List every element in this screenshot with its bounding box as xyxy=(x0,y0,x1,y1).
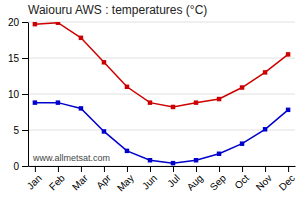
x-tick-label: Dec xyxy=(277,172,297,192)
y-tick: 15 xyxy=(8,53,28,64)
x-axis: JanFebMarAprMayJun JulAugSepOctNovDec xyxy=(25,166,297,194)
y-tick: 10 xyxy=(8,89,28,100)
series-marker xyxy=(217,152,221,156)
plot-area xyxy=(33,22,291,165)
x-tick-label: Jul xyxy=(165,172,182,189)
x-tick-label: Feb xyxy=(47,172,67,192)
x-tick: Feb xyxy=(47,166,67,192)
series-marker xyxy=(240,141,244,145)
series-marker xyxy=(171,105,175,109)
grid-line xyxy=(28,94,295,95)
series-marker xyxy=(102,129,106,133)
grid-line xyxy=(28,130,295,131)
series-marker xyxy=(79,36,83,40)
x-tick-mark xyxy=(81,166,82,172)
x-tick-mark xyxy=(58,166,59,172)
y-tick-mark xyxy=(22,22,28,23)
chart: 0 5 10 15 20 JanFebMarAprMayJun JulAugSepOctNo… xyxy=(0,0,305,200)
x-tick-label: May xyxy=(115,172,136,193)
y-tick: 5 xyxy=(13,125,28,136)
y-tick-mark xyxy=(22,130,28,131)
x-tick-mark xyxy=(265,166,266,172)
grid-line xyxy=(28,58,295,59)
y-tick-label: 15 xyxy=(8,53,20,64)
y-tick-label: 5 xyxy=(13,125,19,136)
x-tick-label: Oct xyxy=(232,172,251,191)
x-tick: Jan xyxy=(25,166,44,192)
series-marker xyxy=(56,22,60,25)
y-tick-label: 20 xyxy=(8,17,20,28)
x-tick-mark xyxy=(288,166,289,172)
x-tick: Jun xyxy=(140,166,159,192)
y-axis-line xyxy=(28,23,29,167)
series-marker xyxy=(33,100,37,104)
y-tick-mark xyxy=(22,58,28,59)
x-tick-label: Jun xyxy=(140,172,159,191)
x-tick: May xyxy=(115,166,136,194)
x-tick-mark xyxy=(219,166,220,172)
x-tick-mark xyxy=(127,166,128,172)
series-marker xyxy=(240,85,244,89)
series-marker xyxy=(263,70,267,74)
series-marker xyxy=(194,158,198,162)
x-tick: Oct xyxy=(232,166,251,191)
series-marker xyxy=(56,100,60,104)
title: Waiouru AWS : temperatures (°C) xyxy=(28,3,207,17)
x-tick: Dec xyxy=(277,166,297,193)
series-marker xyxy=(79,106,83,110)
series-marker xyxy=(286,108,290,112)
series-marker xyxy=(125,149,129,153)
series-line xyxy=(35,23,288,107)
x-tick-mark xyxy=(104,166,105,172)
annotation: www.allmetsat.com xyxy=(32,153,110,163)
y-tick-mark xyxy=(22,94,28,95)
x-tick: Nov xyxy=(254,166,274,193)
y-tick: 0 xyxy=(13,161,28,172)
grid-line xyxy=(28,22,295,23)
x-tick-mark xyxy=(150,166,151,172)
x-tick: Jul xyxy=(165,166,182,189)
grid-line xyxy=(28,166,295,167)
y-tick-label: 10 xyxy=(8,89,20,100)
x-tick: Apr xyxy=(94,166,113,191)
series-marker xyxy=(33,22,37,26)
x-axis-line xyxy=(29,166,296,167)
x-tick-label: Aug xyxy=(185,172,205,192)
x-tick-label: Jan xyxy=(25,172,44,191)
y-axis: 0 5 10 15 20 xyxy=(8,17,29,172)
x-tick: Mar xyxy=(70,166,90,192)
series-marker xyxy=(125,85,129,89)
x-tick-mark xyxy=(196,166,197,172)
y-tick-label: 0 xyxy=(13,161,19,172)
series-marker xyxy=(102,60,106,64)
x-tick-mark xyxy=(35,166,36,172)
series-marker xyxy=(217,97,221,101)
series-marker xyxy=(263,127,267,131)
x-tick: Sep xyxy=(208,166,229,193)
x-tick-label: Nov xyxy=(254,172,274,192)
series-marker xyxy=(286,52,290,56)
y-tick-mark xyxy=(22,166,28,167)
series-marker xyxy=(148,158,152,162)
x-tick-label: Apr xyxy=(94,172,113,191)
x-tick-mark xyxy=(242,166,243,172)
series-marker xyxy=(148,100,152,104)
series-marker xyxy=(194,100,198,104)
y-tick: 20 xyxy=(8,17,28,28)
x-tick-mark xyxy=(173,166,174,172)
x-tick-label: Sep xyxy=(208,172,229,193)
x-tick-label: Mar xyxy=(70,172,90,192)
series-marker xyxy=(171,161,175,165)
x-tick: Aug xyxy=(185,166,205,193)
grid xyxy=(28,22,295,166)
